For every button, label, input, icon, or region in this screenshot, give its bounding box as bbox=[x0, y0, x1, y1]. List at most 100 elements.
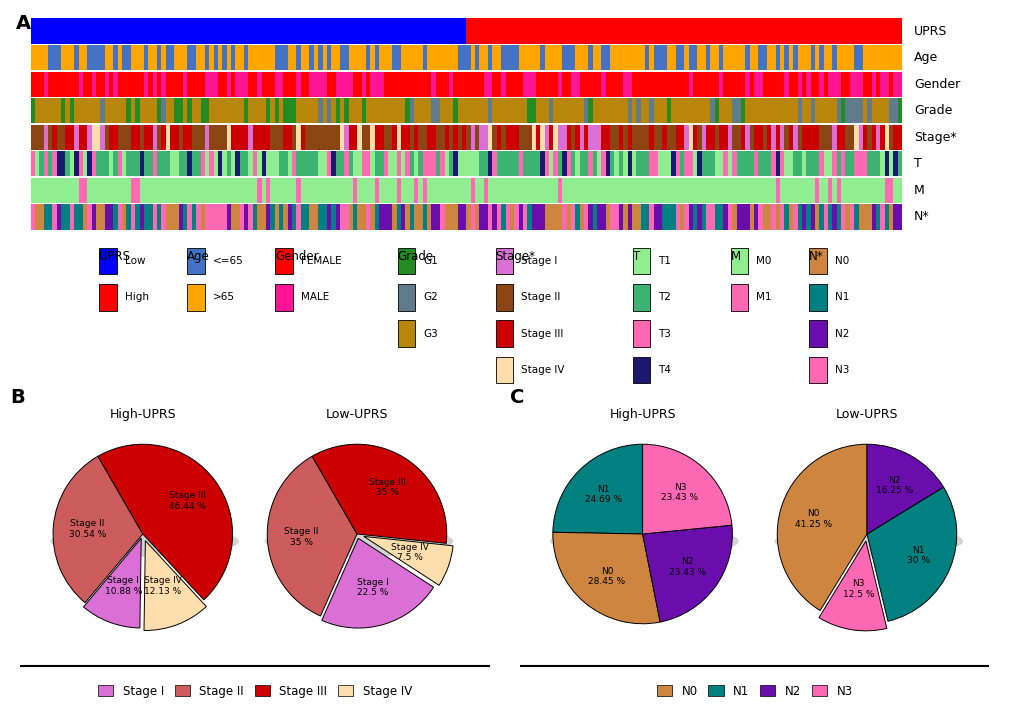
Bar bbox=[405, 151, 410, 177]
Bar bbox=[213, 98, 218, 123]
Bar bbox=[810, 19, 814, 43]
Bar bbox=[619, 98, 623, 123]
Bar bbox=[287, 98, 291, 123]
Bar bbox=[40, 72, 44, 97]
Bar bbox=[383, 72, 387, 97]
Bar bbox=[728, 178, 732, 203]
Bar bbox=[496, 151, 500, 177]
Bar bbox=[793, 72, 797, 97]
Bar bbox=[157, 204, 161, 229]
Bar bbox=[418, 125, 422, 150]
Bar bbox=[235, 125, 239, 150]
Bar bbox=[322, 178, 326, 203]
Bar bbox=[757, 72, 762, 97]
Bar bbox=[714, 98, 718, 123]
Bar bbox=[770, 125, 775, 150]
Bar bbox=[105, 178, 109, 203]
Bar bbox=[788, 204, 793, 229]
Bar bbox=[661, 178, 666, 203]
Bar bbox=[130, 45, 136, 70]
Bar bbox=[757, 98, 762, 123]
Bar bbox=[714, 19, 718, 43]
Bar bbox=[500, 204, 505, 229]
Bar bbox=[387, 72, 392, 97]
Bar bbox=[705, 178, 709, 203]
Bar bbox=[140, 45, 144, 70]
Bar bbox=[270, 45, 274, 70]
Bar bbox=[753, 19, 757, 43]
Bar bbox=[818, 98, 823, 123]
Bar bbox=[183, 19, 187, 43]
Bar bbox=[88, 45, 92, 70]
Bar bbox=[387, 45, 392, 70]
Bar bbox=[775, 178, 780, 203]
Bar bbox=[209, 204, 213, 229]
Bar bbox=[709, 98, 714, 123]
Bar bbox=[775, 204, 780, 229]
Bar bbox=[122, 98, 126, 123]
Bar bbox=[470, 178, 475, 203]
Bar bbox=[314, 125, 318, 150]
Bar bbox=[753, 204, 757, 229]
Bar bbox=[575, 45, 579, 70]
Bar bbox=[866, 178, 870, 203]
Ellipse shape bbox=[50, 525, 238, 557]
Bar bbox=[235, 72, 239, 97]
Bar bbox=[57, 151, 61, 177]
Bar bbox=[291, 178, 297, 203]
Bar bbox=[148, 125, 153, 150]
Bar bbox=[858, 45, 862, 70]
Bar bbox=[784, 45, 788, 70]
Bar bbox=[814, 204, 818, 229]
Bar bbox=[889, 98, 893, 123]
Bar bbox=[757, 19, 762, 43]
Bar bbox=[239, 72, 244, 97]
Bar bbox=[109, 151, 113, 177]
Text: N0
41.25 %: N0 41.25 % bbox=[794, 509, 832, 528]
Bar bbox=[126, 98, 130, 123]
Bar bbox=[488, 45, 492, 70]
Bar bbox=[540, 45, 544, 70]
Bar bbox=[561, 45, 566, 70]
Bar bbox=[435, 178, 440, 203]
Bar bbox=[893, 151, 897, 177]
Bar bbox=[218, 151, 222, 177]
Bar bbox=[318, 72, 322, 97]
Bar bbox=[448, 72, 452, 97]
Bar bbox=[492, 72, 496, 97]
Bar bbox=[757, 125, 762, 150]
Bar bbox=[470, 125, 475, 150]
Bar bbox=[462, 98, 466, 123]
Bar bbox=[444, 72, 448, 97]
Bar bbox=[92, 204, 96, 229]
Bar bbox=[113, 125, 117, 150]
Bar bbox=[531, 151, 536, 177]
Bar bbox=[836, 151, 841, 177]
Bar bbox=[253, 19, 257, 43]
Bar bbox=[531, 98, 536, 123]
Text: Grade: Grade bbox=[913, 104, 952, 117]
Bar bbox=[339, 72, 344, 97]
Bar bbox=[322, 98, 326, 123]
Bar bbox=[553, 98, 557, 123]
Bar bbox=[335, 204, 339, 229]
Bar bbox=[309, 178, 314, 203]
Bar bbox=[148, 72, 153, 97]
Bar bbox=[531, 178, 536, 203]
Bar bbox=[231, 19, 235, 43]
Bar bbox=[584, 151, 588, 177]
Bar bbox=[596, 204, 601, 229]
Bar bbox=[339, 151, 344, 177]
Bar bbox=[405, 45, 410, 70]
Bar bbox=[684, 72, 688, 97]
Bar bbox=[92, 178, 96, 203]
Wedge shape bbox=[53, 456, 143, 603]
Bar bbox=[244, 125, 249, 150]
Bar bbox=[326, 151, 331, 177]
Bar bbox=[749, 204, 753, 229]
Bar bbox=[823, 151, 827, 177]
Bar bbox=[187, 72, 192, 97]
Bar bbox=[40, 178, 44, 203]
Bar bbox=[392, 125, 396, 150]
Bar bbox=[531, 19, 536, 43]
